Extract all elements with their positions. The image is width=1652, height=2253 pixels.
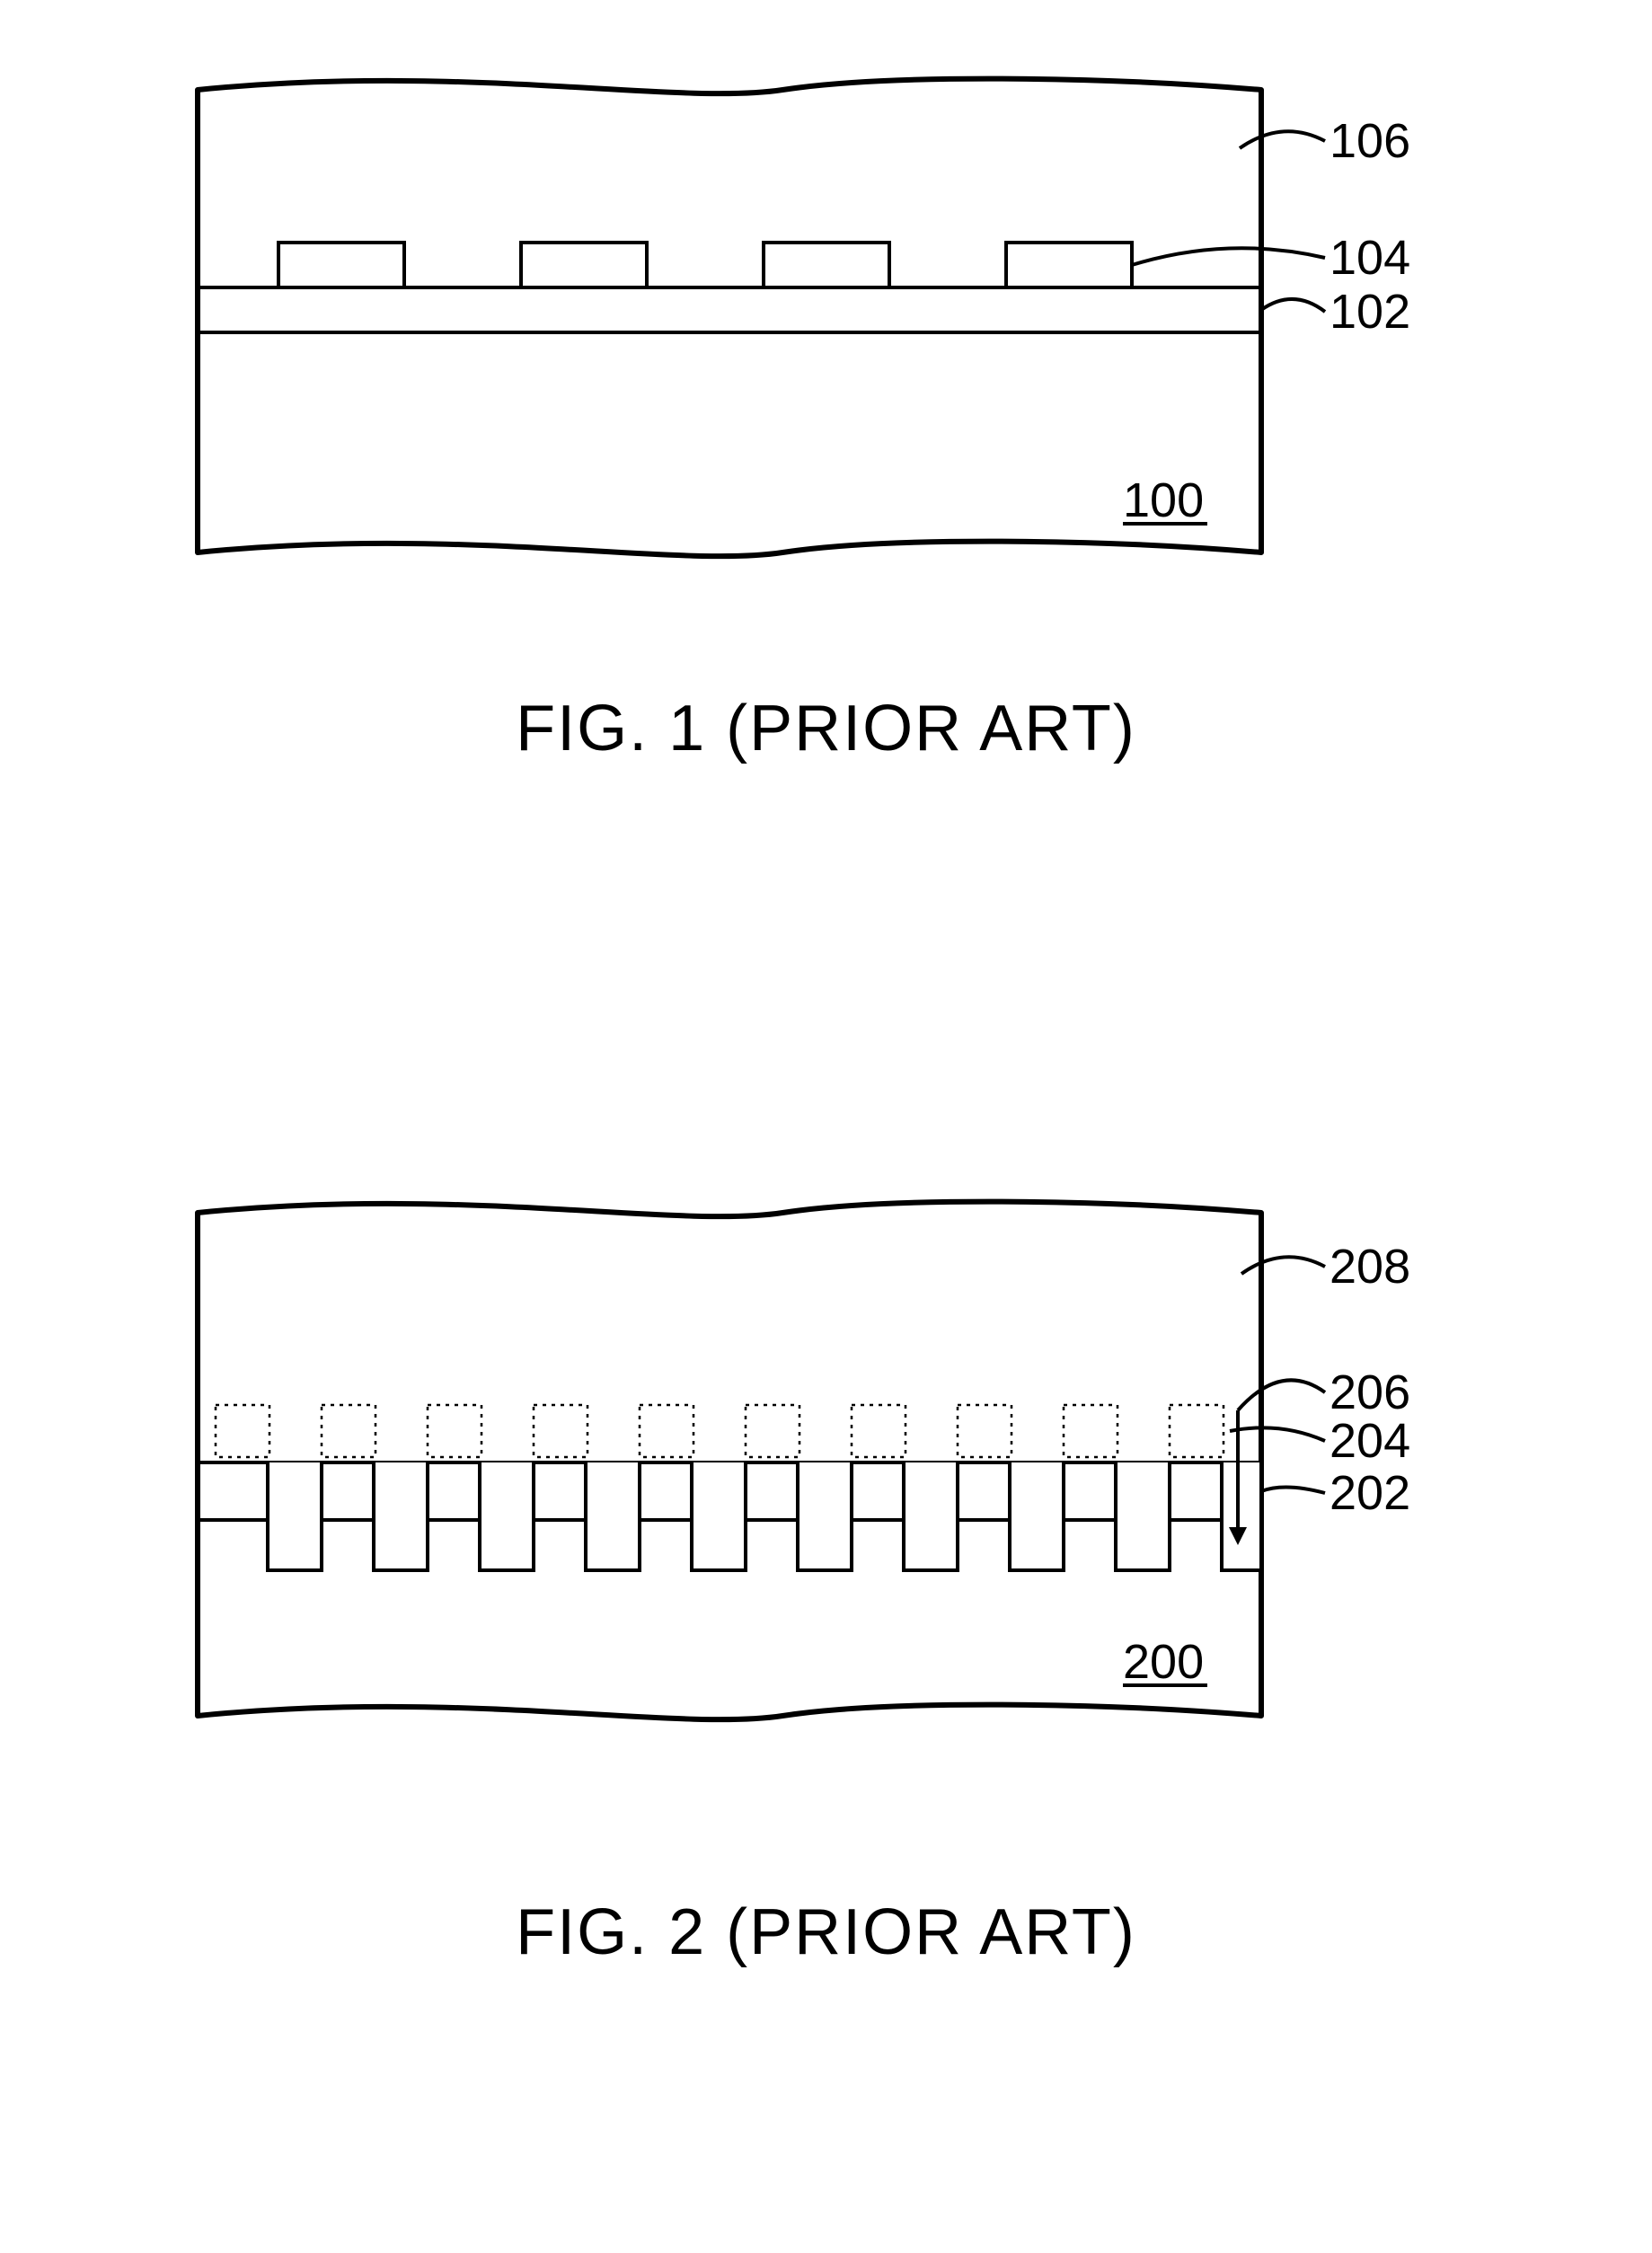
figure-2-caption: FIG. 2 (PRIOR ART) — [0, 1895, 1652, 1969]
svg-text:202: 202 — [1330, 1466, 1410, 1520]
svg-text:200: 200 — [1123, 1635, 1204, 1689]
svg-text:106: 106 — [1330, 114, 1410, 168]
figure-1: 106 104102 100 — [0, 54, 1652, 629]
figure-1-caption: FIG. 1 (PRIOR ART) — [0, 692, 1652, 765]
svg-text:208: 208 — [1330, 1240, 1410, 1294]
figure-2: 208 206204202 200 — [0, 1177, 1652, 1824]
svg-text:104: 104 — [1330, 231, 1410, 285]
svg-text:206: 206 — [1330, 1365, 1410, 1419]
svg-text:100: 100 — [1123, 473, 1204, 527]
svg-text:204: 204 — [1330, 1414, 1410, 1468]
svg-text:102: 102 — [1330, 285, 1410, 339]
